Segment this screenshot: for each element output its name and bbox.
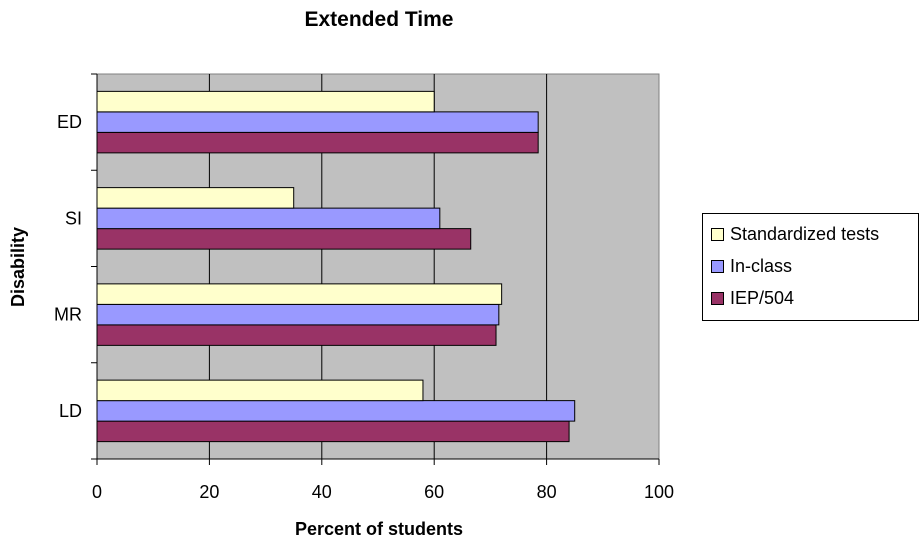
legend-item: Standardized tests (711, 223, 879, 245)
bar-ld-in-class (96, 400, 576, 422)
bar-mr-in-class (96, 303, 500, 326)
x-tick-label: 20 (199, 482, 219, 502)
y-tick-label: MR (54, 305, 82, 325)
legend-label: Standardized tests (730, 223, 880, 244)
x-tick-label: 100 (644, 482, 674, 502)
chart-title: Extended Time (304, 8, 454, 31)
bar-mr-iep-504 (96, 324, 497, 346)
x-axis-label: Percent of students (295, 519, 463, 539)
y-tick-label: ED (57, 112, 82, 132)
legend-label: IEP/504 (730, 287, 795, 308)
y-tick-label: SI (65, 208, 82, 228)
legend-swatch (711, 259, 724, 273)
x-tick-label: 40 (312, 482, 332, 502)
x-tick-label: 0 (92, 482, 102, 502)
legend-swatch (711, 227, 724, 241)
legend-item: IEP/504 (711, 287, 794, 309)
bar-si-iep-504 (96, 228, 472, 250)
bar-ed-in-class (96, 111, 539, 133)
bar-ld-iep-504 (96, 420, 570, 443)
bar-si-in-class (96, 207, 441, 230)
legend-swatch (711, 291, 724, 305)
x-tick-label: 60 (424, 482, 444, 502)
legend-item: In-class (711, 255, 792, 277)
bar-si-standardized-tests (96, 187, 295, 209)
legend: Standardized tests In-class IEP/504 (702, 213, 919, 321)
bar-mr-standardized-tests (96, 283, 503, 305)
bar-ed-standardized-tests (96, 90, 435, 113)
y-tick-label: LD (59, 401, 82, 421)
bar-ld-standardized-tests (96, 379, 424, 402)
x-tick-label: 80 (537, 482, 557, 502)
legend-label: In-class (730, 255, 793, 276)
bar-ed-iep-504 (96, 131, 539, 154)
y-axis-label: Disability (8, 227, 28, 307)
